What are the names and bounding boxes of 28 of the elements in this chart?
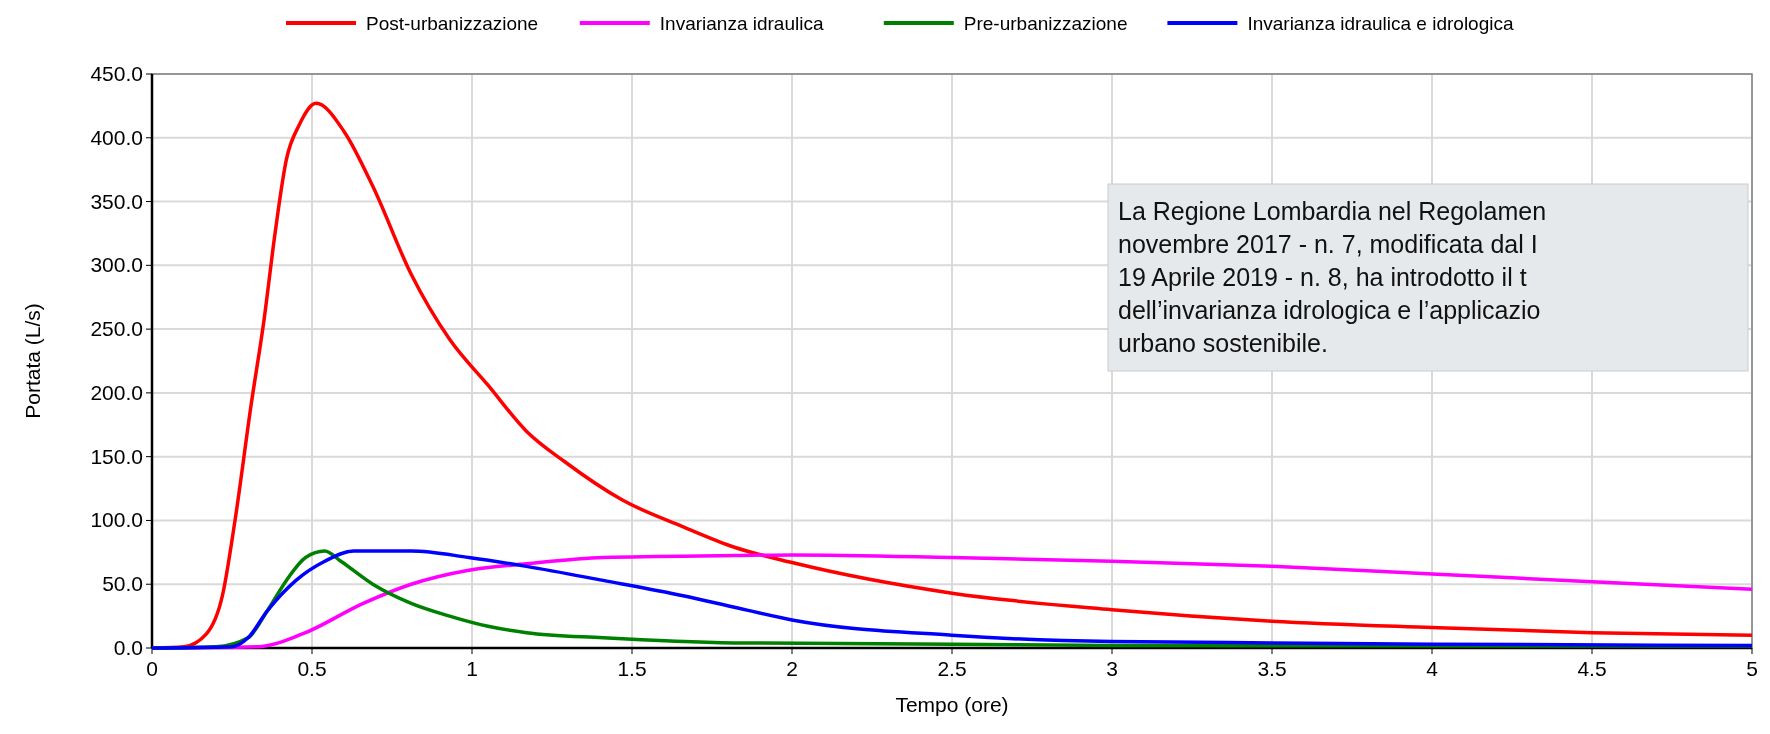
annotation: La Regione Lombardia nel Regolamen novembre 2017 - n. 7, modificata dal I 19 Aprile 2019 - n. 8, ha introdotto il t dell’invarianza idrologica e l’applicazio urbano sostenibile. [1118, 197, 1547, 357]
y-tick-label: 50.0 [102, 572, 143, 596]
y-axis-title: Portata (L/s) [21, 303, 44, 419]
legend-label: Post-urbanizzazione [366, 13, 539, 34]
x-tick-label: 5 [1746, 657, 1758, 680]
x-tick-label: 2.5 [937, 657, 967, 680]
y-tick-label: 200.0 [90, 380, 143, 404]
x-tick-label: 3.5 [1257, 657, 1287, 680]
x-tick-label: 4.5 [1577, 657, 1607, 680]
x-tick-label: 2 [786, 657, 798, 680]
y-tick-label: 100.0 [90, 508, 143, 532]
y-tick-label: 0.0 [113, 636, 143, 659]
x-tick-label: 3 [1106, 657, 1118, 680]
x-tick-label: 1 [466, 657, 478, 680]
y-tick-label: 250.0 [90, 317, 143, 341]
x-tick-label: 0 [146, 657, 158, 680]
y-tick-label: 450.0 [90, 62, 143, 85]
y-tick-label: 150.0 [90, 444, 143, 468]
y-tick-label: 300.0 [90, 253, 143, 277]
y-tick-label: 350.0 [90, 189, 143, 213]
legend-label: Invarianza idraulica e idrologica [1247, 13, 1514, 34]
x-tick-label: 4 [1426, 657, 1439, 680]
legend-label: Invarianza idraulica [659, 13, 824, 34]
x-tick-label: 1.5 [617, 657, 647, 680]
x-tick-label: 0.5 [297, 657, 327, 680]
y-tick-label: 400.0 [90, 125, 143, 149]
legend-label: Pre-urbanizzazione [963, 13, 1128, 34]
x-axis-title: Tempo (ore) [895, 693, 1009, 716]
